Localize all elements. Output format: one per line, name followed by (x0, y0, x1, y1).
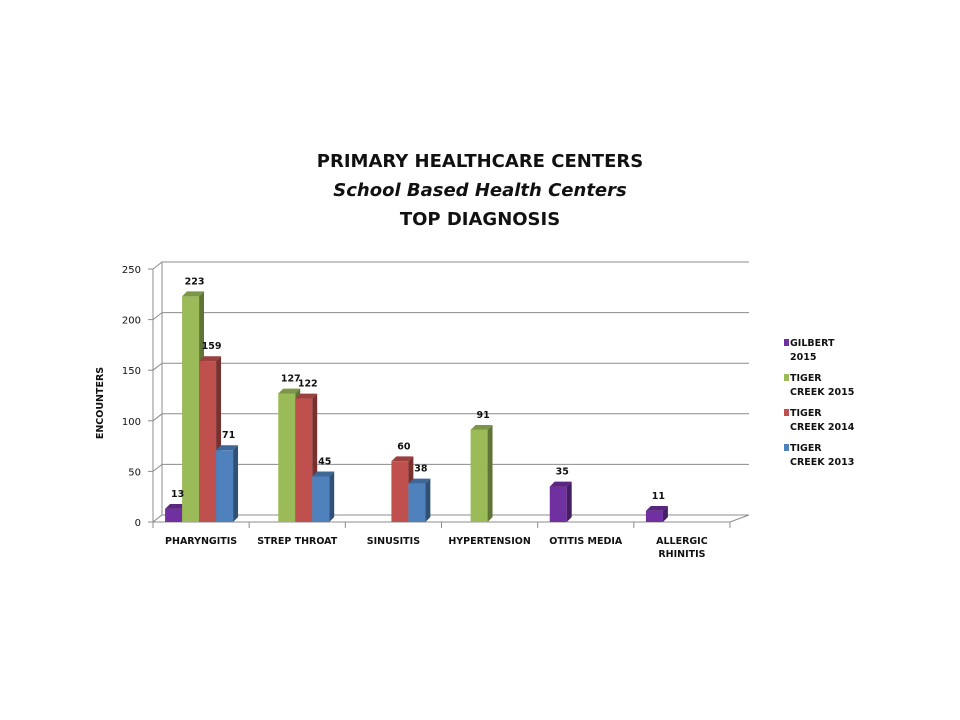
x-tick-label: PHARYNGITIS (165, 536, 237, 547)
gridline (152, 362, 749, 371)
data-label: 35 (556, 467, 569, 478)
gridline (152, 413, 749, 422)
data-label: 11 (652, 491, 665, 502)
bar (408, 478, 431, 522)
data-label: 159 (202, 341, 222, 352)
legend-swatch (784, 374, 789, 381)
legend-item: TIGER CREEK 2013 (784, 443, 854, 468)
y-tick-label: 0 (135, 518, 141, 529)
legend-swatch (784, 444, 789, 451)
legend-swatch (784, 339, 789, 346)
bar (470, 425, 493, 522)
bar (549, 481, 572, 522)
legend-label: TIGER CREEK 2013 (790, 443, 854, 468)
y-tick-label: 50 (128, 467, 141, 478)
data-label: 127 (281, 373, 301, 384)
legend-label: TIGER CREEK 2015 (790, 373, 854, 398)
x-tick-label: SINUSITIS (367, 536, 420, 547)
data-label: 13 (171, 489, 184, 500)
bar (216, 445, 239, 522)
legend-label: GILBERT 2015 (790, 338, 835, 363)
chart-subtitle-2: TOP DIAGNOSIS (399, 209, 561, 230)
legend-label: TIGER CREEK 2014 (790, 408, 855, 433)
gridline (152, 463, 749, 472)
data-label: 122 (298, 379, 318, 390)
x-tick-label: STREP THROAT (257, 536, 338, 547)
legend-item: TIGER CREEK 2014 (784, 408, 855, 433)
data-label: 91 (476, 410, 489, 421)
data-label: 223 (185, 276, 205, 287)
y-tick-label: 150 (122, 366, 141, 377)
bars (165, 291, 668, 522)
bar (312, 471, 335, 522)
gridline (152, 261, 749, 270)
x-tick-label: ALLERGIC RHINITIS (656, 536, 708, 560)
x-tick-label: OTITIS MEDIA (549, 536, 623, 547)
legend-item: TIGER CREEK 2015 (784, 373, 854, 398)
y-tick-label: 250 (122, 265, 141, 276)
data-label: 60 (397, 441, 411, 452)
legend-item: GILBERT 2015 (784, 338, 835, 363)
legend: GILBERT 2015 TIGER CREEK 2015 TIGER CREEK 201… (784, 338, 855, 468)
bar (645, 505, 668, 522)
gridline (152, 312, 749, 320)
y-tick-label: 200 (122, 316, 141, 327)
y-axis-label: ENCOUNTERS (95, 367, 106, 439)
x-tick-label: HYPERTENSION (448, 536, 531, 547)
data-label: 71 (222, 430, 235, 441)
y-tick-label: 100 (122, 417, 141, 428)
gridlines (152, 261, 749, 523)
data-label: 45 (318, 456, 331, 467)
data-label: 38 (414, 464, 428, 475)
legend-swatch (784, 409, 789, 416)
chart-title: PRIMARY HEALTHCARE CENTERS (316, 151, 644, 172)
chart-subtitle: School Based Health Centers (333, 180, 627, 201)
